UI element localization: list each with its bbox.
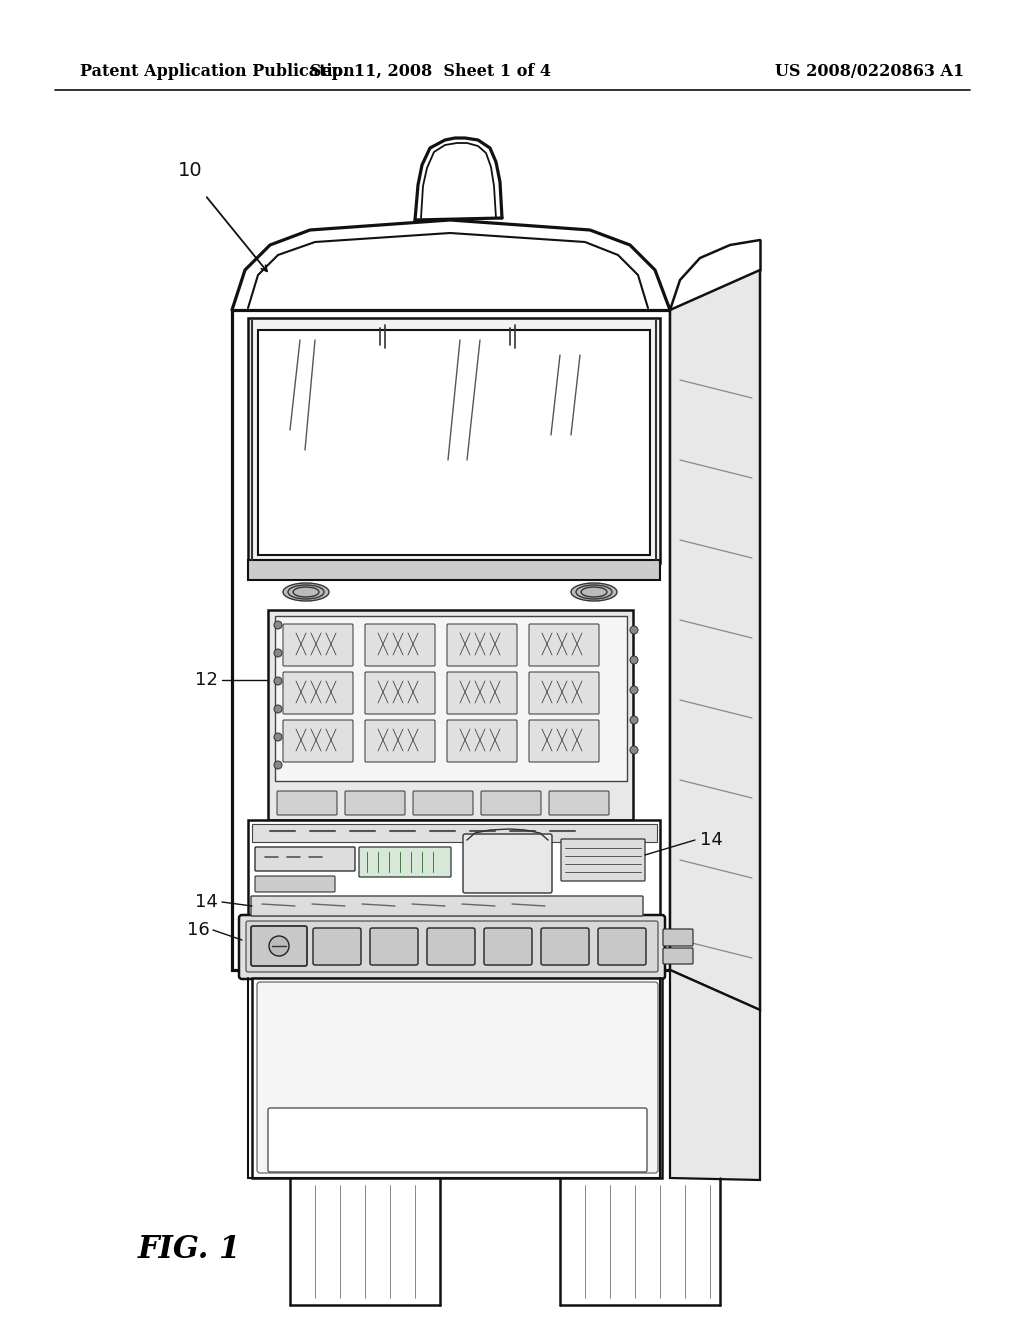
Circle shape (274, 733, 282, 741)
FancyBboxPatch shape (278, 791, 337, 814)
FancyBboxPatch shape (463, 834, 552, 894)
Circle shape (274, 762, 282, 770)
Circle shape (630, 686, 638, 694)
FancyBboxPatch shape (663, 929, 693, 946)
FancyBboxPatch shape (529, 672, 599, 714)
FancyBboxPatch shape (413, 791, 473, 814)
Polygon shape (670, 970, 760, 1180)
FancyBboxPatch shape (598, 928, 646, 965)
Bar (252, 824, 657, 842)
Text: US 2008/0220863 A1: US 2008/0220863 A1 (775, 63, 965, 81)
Ellipse shape (581, 587, 607, 597)
Circle shape (274, 620, 282, 630)
Bar (268, 610, 633, 820)
Ellipse shape (288, 585, 324, 599)
FancyBboxPatch shape (246, 921, 658, 972)
Circle shape (630, 626, 638, 634)
Circle shape (630, 656, 638, 664)
Bar (258, 330, 650, 554)
FancyBboxPatch shape (283, 624, 353, 667)
Bar (248, 318, 660, 564)
FancyBboxPatch shape (283, 672, 353, 714)
FancyBboxPatch shape (251, 927, 307, 966)
Text: Sep. 11, 2008  Sheet 1 of 4: Sep. 11, 2008 Sheet 1 of 4 (309, 63, 551, 81)
FancyBboxPatch shape (255, 876, 335, 892)
Bar (232, 310, 670, 970)
Bar (248, 560, 660, 579)
FancyBboxPatch shape (365, 672, 435, 714)
Polygon shape (670, 271, 760, 1010)
FancyBboxPatch shape (529, 719, 599, 762)
FancyBboxPatch shape (549, 791, 609, 814)
Bar (252, 978, 662, 1177)
Bar (248, 820, 660, 920)
FancyBboxPatch shape (255, 847, 355, 871)
Text: 12: 12 (196, 671, 218, 689)
Bar (275, 616, 627, 781)
FancyBboxPatch shape (663, 948, 693, 964)
Ellipse shape (293, 587, 319, 597)
Circle shape (274, 705, 282, 713)
FancyBboxPatch shape (365, 624, 435, 667)
FancyBboxPatch shape (447, 624, 517, 667)
FancyBboxPatch shape (365, 719, 435, 762)
Ellipse shape (575, 585, 612, 599)
FancyBboxPatch shape (370, 928, 418, 965)
Ellipse shape (571, 583, 617, 601)
FancyBboxPatch shape (447, 719, 517, 762)
FancyBboxPatch shape (541, 928, 589, 965)
Circle shape (630, 746, 638, 754)
FancyBboxPatch shape (251, 896, 643, 916)
FancyBboxPatch shape (283, 719, 353, 762)
Text: 14: 14 (196, 894, 218, 911)
Circle shape (269, 936, 289, 956)
FancyBboxPatch shape (345, 791, 406, 814)
FancyBboxPatch shape (239, 915, 665, 979)
FancyBboxPatch shape (268, 1107, 647, 1172)
Text: Patent Application Publication: Patent Application Publication (80, 63, 354, 81)
Text: 10: 10 (178, 161, 203, 180)
FancyBboxPatch shape (257, 982, 658, 1173)
FancyBboxPatch shape (313, 928, 361, 965)
Circle shape (274, 677, 282, 685)
FancyBboxPatch shape (447, 672, 517, 714)
Ellipse shape (283, 583, 329, 601)
Text: FIG. 1: FIG. 1 (138, 1234, 242, 1266)
FancyBboxPatch shape (427, 928, 475, 965)
FancyBboxPatch shape (561, 840, 645, 880)
FancyBboxPatch shape (484, 928, 532, 965)
FancyBboxPatch shape (529, 624, 599, 667)
Circle shape (630, 715, 638, 723)
Text: 14: 14 (700, 832, 723, 849)
Text: 16: 16 (187, 921, 210, 939)
FancyBboxPatch shape (481, 791, 541, 814)
FancyBboxPatch shape (359, 847, 451, 876)
Circle shape (274, 649, 282, 657)
